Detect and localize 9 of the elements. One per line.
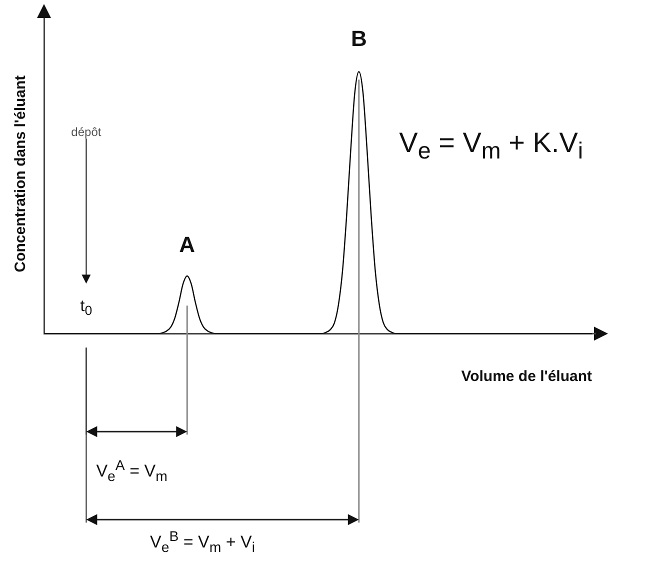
annotation: t$_{0}$ — [80, 298, 92, 318]
text: B — [350, 26, 367, 51]
text: V$_{e}$$^{B}$ = V$_{m}$ + V$_{i}$ — [150, 528, 256, 556]
x-axis-title: Volume de l'éluant — [461, 368, 592, 386]
annotation: A — [179, 232, 196, 257]
y-axis-title: Concentration dans l'éluant — [12, 75, 30, 272]
annotation: V$_{e}$ = V$_{m}$ + K.V$_{i}$ — [399, 126, 584, 164]
text: V$_{e}$$^{A}$ = V$_{m}$ — [96, 458, 168, 485]
annotation: dépôt — [71, 124, 102, 139]
